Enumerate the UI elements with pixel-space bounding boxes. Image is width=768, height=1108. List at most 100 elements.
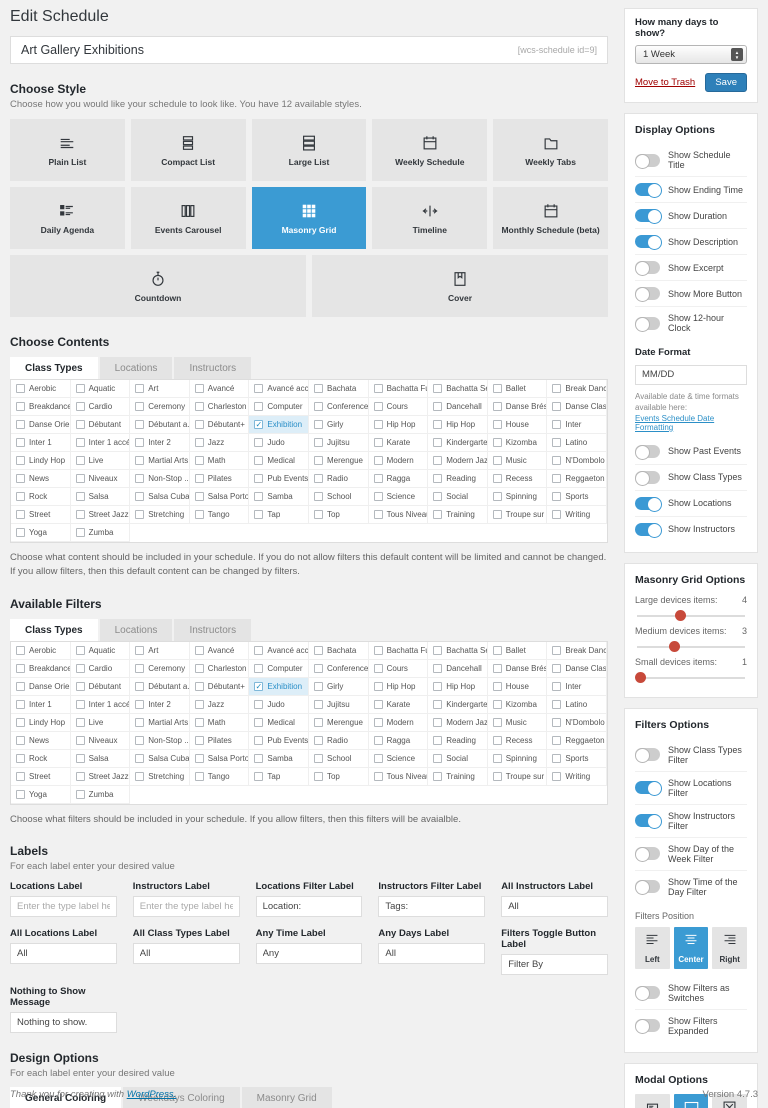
content-checkbox-conference[interactable]: Conference	[308, 398, 369, 416]
filter-checkbox-d-butant-a[interactable]: Débutant a...	[130, 677, 190, 696]
filter-checkbox-cardio[interactable]: Cardio	[70, 659, 131, 678]
content-checkbox-breakdance[interactable]: Breakdance	[11, 398, 71, 416]
content-checkbox-avanc-acc[interactable]: Avancé acc...	[249, 380, 309, 398]
content-checkbox-ragga[interactable]: Ragga	[368, 470, 429, 488]
toggle-switch[interactable]	[635, 470, 660, 486]
slider-track[interactable]	[637, 641, 745, 653]
filter-checkbox-social[interactable]: Social	[428, 749, 488, 768]
all-class-types-label-input[interactable]	[132, 943, 240, 965]
filter-checkbox-merengue[interactable]: Merengue	[308, 713, 369, 732]
content-checkbox-n-dombolo[interactable]: N'Dombolo ...	[547, 452, 607, 470]
filter-checkbox-tango[interactable]: Tango	[189, 767, 250, 786]
content-checkbox-non-stop[interactable]: Non-Stop ...	[130, 470, 190, 488]
filters-tab-class-types[interactable]: Class Types	[10, 618, 98, 641]
filter-checkbox-math[interactable]: Math	[189, 713, 250, 732]
filter-checkbox-house[interactable]: House	[487, 677, 548, 696]
content-checkbox-karate[interactable]: Karate	[368, 434, 429, 452]
contents-tab-locations[interactable]: Locations	[99, 357, 173, 379]
content-checkbox-school[interactable]: School	[308, 488, 369, 506]
style-tile-monthly-schedule-beta[interactable]: Monthly Schedule (beta)	[493, 187, 608, 249]
content-checkbox-break-dance[interactable]: Break Dance	[547, 380, 607, 398]
filter-checkbox-martial-arts[interactable]: Martial Arts	[130, 713, 190, 732]
toggle-switch[interactable]	[635, 496, 662, 512]
content-checkbox-writing[interactable]: Writing	[547, 506, 607, 524]
toggle-switch[interactable]	[635, 814, 662, 830]
content-checkbox-kizomba[interactable]: Kizomba	[487, 434, 548, 452]
filter-checkbox-medical[interactable]: Medical	[249, 713, 309, 732]
modal-size-button-large[interactable]: Large	[673, 1093, 709, 1108]
filter-checkbox-pilates[interactable]: Pilates	[189, 731, 250, 750]
style-tile-plain-list[interactable]: Plain List	[10, 119, 125, 181]
filter-checkbox-kizomba[interactable]: Kizomba	[487, 695, 548, 714]
filter-checkbox-reading[interactable]: Reading	[428, 731, 488, 750]
toggle-show-filters-as-switches[interactable]: Show Filters as Switches	[635, 977, 747, 1010]
filter-checkbox-charleston[interactable]: Charleston	[189, 659, 250, 678]
filters-position-button-left[interactable]: Left	[635, 926, 670, 969]
content-checkbox-girly[interactable]: Girly	[308, 416, 369, 434]
content-checkbox-merengue[interactable]: Merengue	[308, 452, 369, 470]
style-tile-cover[interactable]: Cover	[312, 255, 608, 317]
filter-checkbox-pub-events[interactable]: Pub Events	[249, 731, 309, 750]
toggle-show-time-of-the-day-filter[interactable]: Show Time of the Day Filter	[635, 871, 747, 903]
toggle-show-filters-expanded[interactable]: Show Filters Expanded	[635, 1010, 747, 1042]
content-checkbox-aerobic[interactable]: Aerobic	[11, 380, 71, 398]
filter-checkbox-art[interactable]: Art	[130, 641, 190, 660]
content-checkbox-computer[interactable]: Computer	[249, 398, 309, 416]
toggle-show-ending-time[interactable]: Show Ending Time	[635, 177, 747, 203]
content-checkbox-martial-arts[interactable]: Martial Arts	[130, 452, 190, 470]
toggle-show-class-types-filter[interactable]: Show Class Types Filter	[635, 739, 747, 772]
content-checkbox-inter-1[interactable]: Inter 1	[11, 434, 71, 452]
filter-checkbox-break-dance[interactable]: Break Dance	[547, 641, 607, 660]
content-checkbox-cours[interactable]: Cours	[368, 398, 429, 416]
filter-checkbox-news[interactable]: News	[11, 731, 71, 750]
toggle-show-duration[interactable]: Show Duration	[635, 203, 747, 229]
instructors-label-input[interactable]	[132, 896, 240, 918]
filter-checkbox-bachatta-se[interactable]: Bachatta Se...	[428, 641, 488, 660]
content-checkbox-sports[interactable]: Sports	[547, 488, 607, 506]
filter-checkbox-live[interactable]: Live	[70, 713, 131, 732]
content-checkbox-lindy-hop[interactable]: Lindy Hop	[11, 452, 71, 470]
filter-checkbox-radio[interactable]: Radio	[308, 731, 369, 750]
content-checkbox-danse-orie[interactable]: Danse Orie...	[11, 416, 71, 434]
filter-checkbox-music[interactable]: Music	[487, 713, 548, 732]
toggle-switch[interactable]	[635, 986, 660, 1002]
toggle-show-locations-filter[interactable]: Show Locations Filter	[635, 772, 747, 805]
toggle-show-more-button[interactable]: Show More Button	[635, 281, 747, 307]
filter-checkbox-street-jazz[interactable]: Street Jazz	[70, 767, 131, 786]
content-checkbox-salsa[interactable]: Salsa	[70, 488, 131, 506]
filter-checkbox-tous-niveaux[interactable]: Tous Niveaux	[368, 767, 429, 786]
toggle-show-day-of-the-week-filter[interactable]: Show Day of the Week Filter	[635, 838, 747, 871]
filter-checkbox-writing[interactable]: Writing	[547, 767, 607, 786]
filter-checkbox-lindy-hop[interactable]: Lindy Hop	[11, 713, 71, 732]
content-checkbox-modern[interactable]: Modern	[368, 452, 429, 470]
slider-handle[interactable]	[668, 641, 680, 653]
filter-checkbox-bachatta-fu[interactable]: Bachatta Fu...	[368, 641, 429, 660]
filter-checkbox-d-butant[interactable]: Débutant	[70, 677, 131, 696]
content-checkbox-live[interactable]: Live	[70, 452, 131, 470]
filter-checkbox-girly[interactable]: Girly	[308, 677, 369, 696]
display-formats-link[interactable]: Events Schedule Date Formatting	[635, 413, 715, 432]
content-checkbox-zumba[interactable]: Zumba	[70, 524, 131, 542]
save-button[interactable]: Save	[705, 73, 747, 92]
content-checkbox-music[interactable]: Music	[487, 452, 548, 470]
content-checkbox-dancehall[interactable]: Dancehall	[428, 398, 488, 416]
slider-handle[interactable]	[675, 610, 687, 622]
locations-label-input[interactable]	[10, 896, 117, 918]
content-checkbox-jujitsu[interactable]: Jujitsu	[308, 434, 369, 452]
content-checkbox-tango[interactable]: Tango	[189, 506, 250, 524]
content-checkbox-modern-jazz[interactable]: Modern Jazz	[428, 452, 488, 470]
content-checkbox-bachata[interactable]: Bachata	[308, 380, 369, 398]
filter-checkbox-inter-1-acc[interactable]: Inter 1 accé...	[70, 695, 131, 714]
filter-checkbox-computer[interactable]: Computer	[249, 659, 309, 678]
style-tile-compact-list[interactable]: Compact List	[130, 119, 246, 181]
contents-tab-instructors[interactable]: Instructors	[174, 357, 252, 379]
toggle-switch[interactable]	[635, 847, 660, 863]
filter-checkbox-jujitsu[interactable]: Jujitsu	[308, 695, 369, 714]
content-checkbox-social[interactable]: Social	[428, 488, 488, 506]
content-checkbox-kindergarten[interactable]: Kindergarten	[428, 434, 488, 452]
toggle-show-instructors[interactable]: Show Instructors	[635, 517, 747, 542]
filter-checkbox-niveaux[interactable]: Niveaux	[70, 731, 131, 750]
filters-position-button-right[interactable]: Right	[712, 926, 748, 969]
content-checkbox-bachatta-fu[interactable]: Bachatta Fu...	[368, 380, 429, 398]
content-checkbox-pub-events[interactable]: Pub Events	[249, 470, 309, 488]
